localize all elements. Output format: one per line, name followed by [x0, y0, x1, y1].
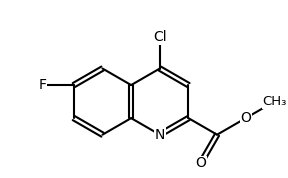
Text: F: F [38, 78, 46, 92]
Text: CH₃: CH₃ [262, 95, 287, 108]
Text: Cl: Cl [153, 30, 166, 44]
Text: O: O [195, 156, 206, 170]
Text: N: N [155, 128, 165, 142]
Text: O: O [240, 111, 251, 125]
